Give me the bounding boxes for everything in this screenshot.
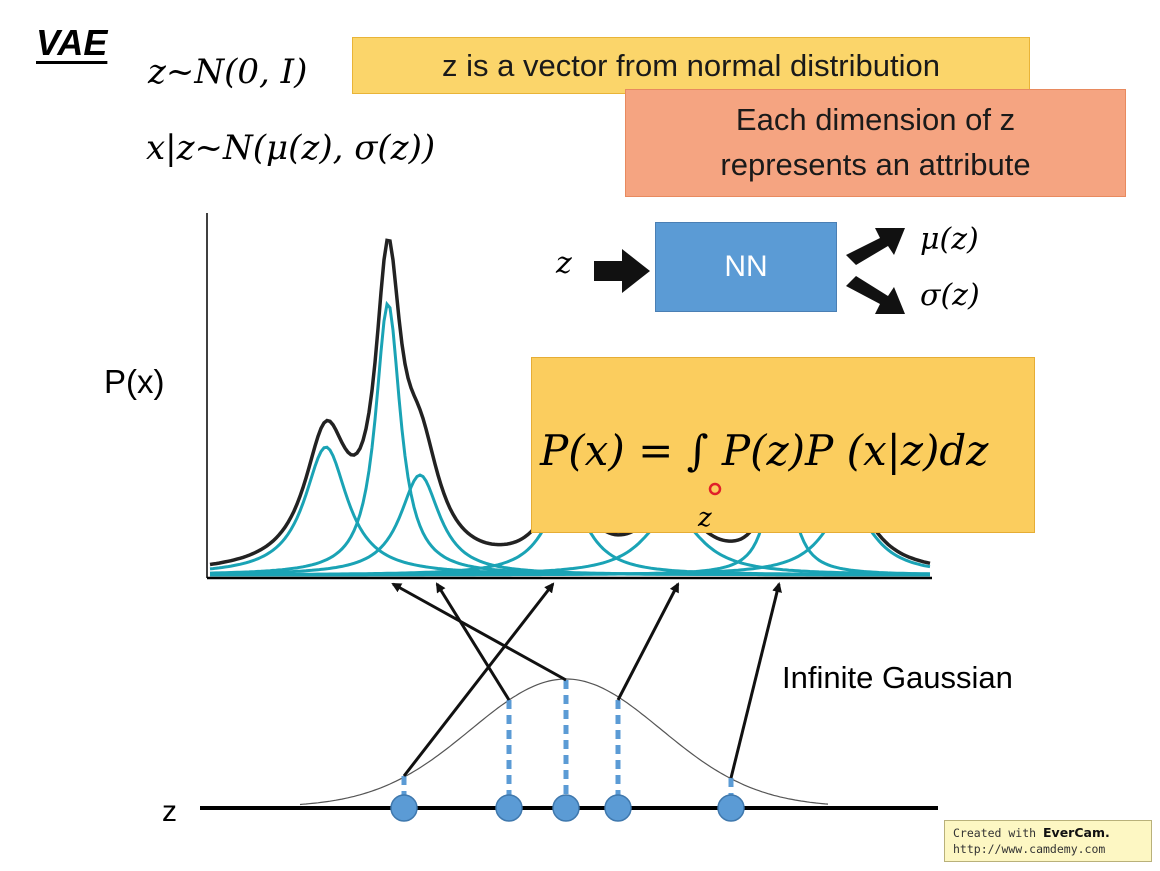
prior-equation: z~N(0, I) <box>148 52 308 92</box>
watermark-prefix: Created with <box>953 826 1044 840</box>
sample-points <box>390 794 745 822</box>
attribute-line-1: Each dimension of z <box>735 102 1016 138</box>
sample-dashed-lines <box>401 680 734 796</box>
nn-input-label: z <box>556 246 572 281</box>
mapping-arrow <box>616 582 680 701</box>
sample-point <box>495 794 523 822</box>
watermark-url: http://www.camdemy.com <box>953 841 1106 856</box>
mapping-arrow <box>435 582 511 701</box>
attribute-line-2: represents an attribute <box>720 147 1031 182</box>
marginal-likelihood-callout: P(x) = ∫ P(z)P (x|z)dz z <box>531 357 1035 533</box>
evercam-watermark[interactable]: Created with EverCam. http://www.camdemy… <box>944 820 1152 862</box>
marginal-equation: P(x) = ∫ P(z)P (x|z)dz <box>540 426 989 475</box>
slide-title: VAE <box>36 22 108 63</box>
infinite-gaussian-label: Infinite Gaussian <box>782 660 1013 695</box>
attribute-callout: Each dimension of z represents an attrib… <box>625 89 1126 197</box>
nn-block-label: NN <box>724 250 768 283</box>
normal-vector-callout: z is a vector from normal distribution <box>352 37 1030 94</box>
nn-sigma-arrow <box>846 276 905 314</box>
cursor-pointer-icon <box>708 482 722 496</box>
nn-block: NN <box>655 222 837 312</box>
sample-point <box>390 794 418 822</box>
sample-point <box>717 794 745 822</box>
mapping-arrow <box>729 582 782 779</box>
nn-output-mu: μ(z) <box>920 222 979 257</box>
normal-vector-text: z is a vector from normal distribution <box>442 47 940 83</box>
conditional-equation: x|z~N(μ(z), σ(z)) <box>146 128 436 168</box>
mapping-arrows <box>391 582 782 779</box>
nn-mu-arrow <box>846 228 905 265</box>
watermark-brand: EverCam. <box>1043 825 1110 840</box>
mapping-arrow <box>391 582 567 682</box>
px-axis-label: P(x) <box>104 363 165 400</box>
sample-point <box>604 794 632 822</box>
sample-point <box>552 794 580 822</box>
integral-subscript: z <box>698 503 712 533</box>
nn-input-arrow <box>594 249 650 293</box>
component-curve <box>210 503 931 577</box>
mapping-arrow <box>402 582 555 777</box>
nn-output-sigma: σ(z) <box>920 278 980 313</box>
z-axis-label: z <box>162 795 177 828</box>
